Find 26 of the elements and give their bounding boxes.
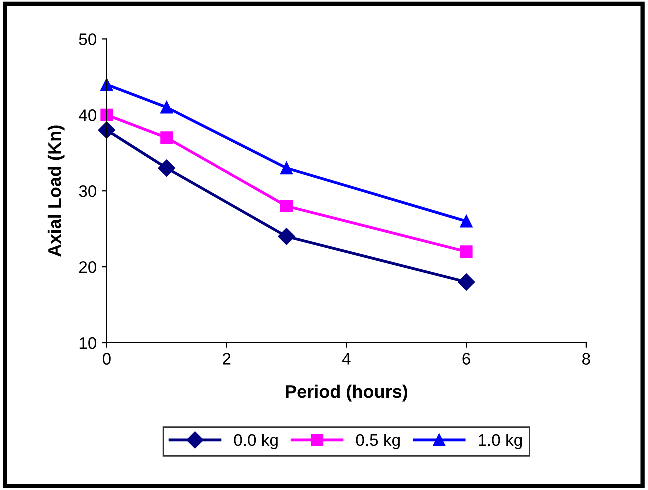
x-tick-label: 8 xyxy=(582,353,590,365)
point xyxy=(100,108,114,122)
legend-label: 0.5 kg xyxy=(356,434,400,450)
point xyxy=(280,200,293,213)
point xyxy=(460,215,473,228)
x-tick-label: 6 xyxy=(462,353,470,365)
y-tick-label: 20 xyxy=(80,261,97,274)
y-tick-label: 50 xyxy=(79,34,97,46)
point xyxy=(458,274,476,291)
point xyxy=(160,101,174,114)
legend-label: 0.0 kg xyxy=(234,434,278,450)
y-tick-label: 40 xyxy=(79,110,97,122)
point xyxy=(158,160,176,177)
x-tick-label: 2 xyxy=(223,353,231,365)
x-tick-label: 4 xyxy=(342,353,351,365)
point xyxy=(278,228,296,246)
y-tick-label: 30 xyxy=(79,186,97,198)
x-tick-label: 0 xyxy=(102,353,111,365)
x-axis-title: Period (hours) xyxy=(286,384,408,402)
y-axis-title: Axial Load (Kn) xyxy=(48,126,65,257)
y-tick-label: 10 xyxy=(80,337,97,350)
point xyxy=(160,132,174,144)
point xyxy=(460,246,473,258)
point xyxy=(280,162,293,175)
legend-label: 1.0 kg xyxy=(478,434,522,450)
point xyxy=(98,122,116,139)
